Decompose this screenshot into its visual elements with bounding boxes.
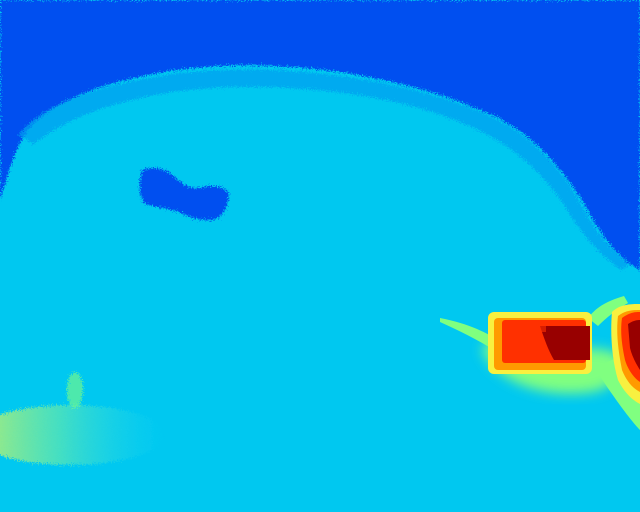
dark-cold-spot [139, 167, 229, 221]
cold-sky-area [0, 0, 640, 270]
warm-ground-glint [67, 372, 83, 408]
cold-sky-edge-noise [18, 69, 630, 270]
hot-object-left [440, 296, 628, 394]
hot-object-right [596, 304, 640, 430]
warm-ground-patch [0, 405, 165, 465]
